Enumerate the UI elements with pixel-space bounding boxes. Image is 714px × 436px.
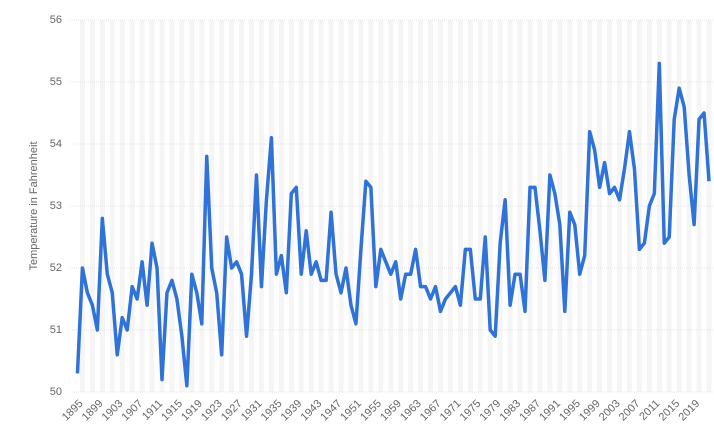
band: [557, 20, 563, 392]
x-tick-label: 1971: [438, 398, 464, 424]
band: [686, 20, 692, 392]
x-tick-label: 1931: [239, 398, 265, 424]
y-tick-label: 51: [50, 324, 62, 336]
band: [607, 20, 613, 392]
x-tick-label: 1995: [557, 398, 583, 424]
x-tick-label: 1903: [100, 398, 126, 424]
x-tick-label: 1975: [458, 398, 484, 424]
band: [239, 20, 245, 392]
x-tick-label: 1963: [398, 398, 424, 424]
x-tick-label: 1983: [497, 398, 523, 424]
band: [587, 20, 593, 392]
band: [179, 20, 185, 392]
band: [268, 20, 274, 392]
y-tick-label: 52: [50, 262, 62, 274]
x-tick-label: 2011: [637, 398, 662, 423]
band: [298, 20, 304, 392]
x-tick-label: 2007: [617, 398, 643, 424]
y-axis-label: Temperature in Fahrenheit: [28, 141, 40, 270]
band: [706, 20, 712, 392]
band: [169, 20, 175, 392]
y-tick-label: 54: [50, 138, 62, 150]
band: [308, 20, 314, 392]
x-tick-label: 1919: [179, 398, 205, 424]
x-tick-label: 2003: [597, 398, 623, 424]
band: [656, 20, 662, 392]
x-tick-label: 1935: [259, 398, 285, 424]
y-tick-label: 50: [50, 386, 62, 398]
line: [75, 61, 711, 388]
x-tick-label: 1927: [219, 398, 245, 424]
band: [676, 20, 682, 392]
band: [696, 20, 702, 392]
x-tick-label: 2019: [676, 398, 702, 424]
band: [577, 20, 583, 392]
band: [597, 20, 603, 392]
band: [189, 20, 195, 392]
band: [209, 20, 215, 392]
band: [567, 20, 573, 392]
x-tick-label: 1955: [358, 398, 384, 424]
y-tick-label: 55: [50, 76, 62, 88]
band: [328, 20, 334, 392]
band: [338, 20, 344, 392]
band: [249, 20, 254, 392]
x-tick-label: 1951: [338, 398, 364, 424]
band: [278, 20, 284, 392]
x-tick-label: 1911: [140, 398, 165, 423]
x-tick-label: 1895: [60, 398, 86, 424]
y-tick-label: 53: [50, 200, 62, 212]
x-tick-label: 1947: [318, 398, 344, 424]
x-tick-label: 1987: [517, 398, 543, 424]
x-tick-label: 1979: [478, 398, 504, 424]
band: [219, 20, 225, 392]
x-tick-label: 1999: [577, 398, 603, 424]
x-tick-label: 1939: [279, 398, 305, 424]
x-tick-label: 1943: [299, 398, 325, 424]
x-tick-label: 1907: [120, 398, 146, 424]
band: [537, 20, 543, 392]
x-tick-label: 1967: [418, 398, 444, 424]
x-tick-label: 1959: [378, 398, 404, 424]
band: [318, 20, 324, 392]
band: [617, 20, 622, 392]
x-tick-label: 1899: [80, 398, 106, 424]
x-tick-label: 1915: [159, 398, 185, 424]
band: [258, 20, 264, 392]
x-tick-label: 1923: [199, 398, 225, 424]
x-tick-label: 1991: [537, 398, 563, 424]
band: [199, 20, 205, 392]
x-tick-label: 2015: [657, 398, 683, 424]
band: [229, 20, 235, 392]
y-tick-label: 56: [50, 14, 62, 26]
band: [626, 20, 632, 392]
band: [636, 20, 642, 392]
